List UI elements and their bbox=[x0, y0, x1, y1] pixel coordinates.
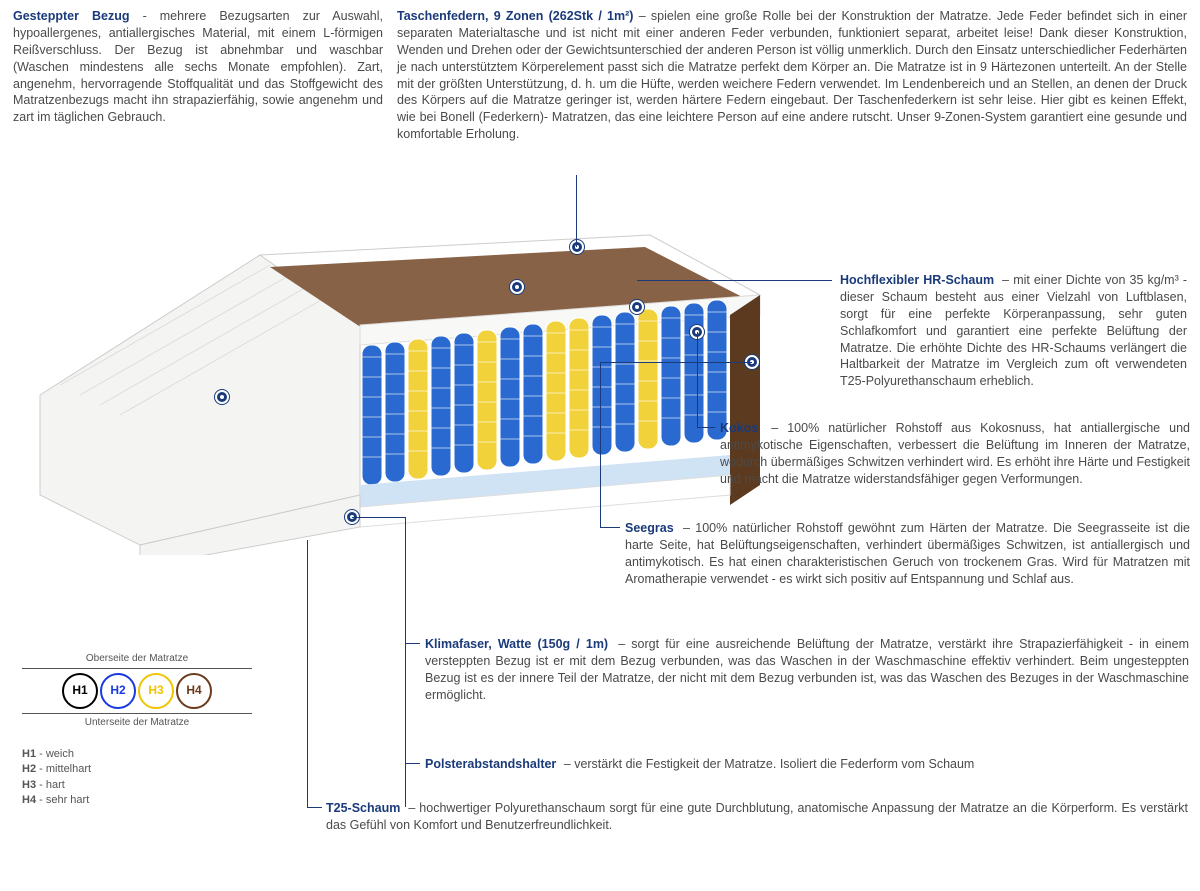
dot-hr bbox=[630, 300, 644, 314]
line-springs-up bbox=[576, 175, 577, 247]
line-hr bbox=[637, 280, 832, 281]
springs-text: – spielen eine große Rolle bei der Konst… bbox=[397, 9, 1187, 141]
legend-row: H3 - hart bbox=[22, 778, 252, 793]
hr-text: – mit einer Dichte von 35 kg/m³ - dieser… bbox=[840, 273, 1187, 388]
legend-row: H1 - weich bbox=[22, 747, 252, 762]
seegras-text: – 100% natürlicher Rohstoff gewöhnt zum … bbox=[625, 521, 1190, 586]
kokos-text: – 100% natürlicher Rohstoff aus Kokosnus… bbox=[720, 421, 1190, 486]
springs-title: Taschenfedern, 9 Zonen (262Stk / 1m²) bbox=[397, 9, 633, 23]
line-seegras-h2 bbox=[600, 527, 620, 528]
callout-polster: Polsterabstandshalter – verstärkt die Fe… bbox=[425, 756, 1189, 773]
line-seegras-h1 bbox=[600, 362, 752, 363]
seegras-title: Seegras bbox=[625, 521, 674, 535]
mattress-diagram bbox=[30, 195, 790, 555]
kokos-title: Kokos bbox=[720, 421, 758, 435]
callout-kokos: Kokos – 100% natürlicher Rohstoff aus Ko… bbox=[720, 420, 1190, 488]
hr-title: Hochflexibler HR-Schaum bbox=[840, 273, 994, 287]
line-kokos-v bbox=[697, 332, 698, 427]
dot-coconut-top bbox=[510, 280, 524, 294]
t25-text: – hochwertiger Polyurethanschaum sorgt f… bbox=[326, 801, 1188, 832]
legend-bottom-label: Unterseite der Matratze bbox=[22, 716, 252, 730]
legend-list: H1 - weich H2 - mittelhart H3 - hart H4 … bbox=[22, 747, 252, 809]
legend-top-label: Oberseite der Matratze bbox=[22, 652, 252, 666]
polster-title: Polsterabstandshalter bbox=[425, 757, 556, 771]
callout-hr-foam: Hochflexibler HR-Schaum – mit einer Dich… bbox=[840, 272, 1187, 390]
hardness-h2: H2 bbox=[100, 673, 136, 709]
line-klima-h bbox=[405, 643, 420, 644]
line-polster-h bbox=[405, 763, 420, 764]
callout-seegras: Seegras – 100% natürlicher Rohstoff gewö… bbox=[625, 520, 1190, 588]
dot-cover bbox=[215, 390, 229, 404]
callout-t25: T25-Schaum – hochwertiger Polyurethansch… bbox=[326, 800, 1188, 834]
line-kokos-h bbox=[697, 427, 715, 428]
springs-description: Taschenfedern, 9 Zonen (262Stk / 1m²) – … bbox=[397, 8, 1187, 143]
line-t25-h bbox=[307, 807, 322, 808]
polster-text: – verstärkt die Festigkeit der Matratze.… bbox=[560, 757, 974, 771]
klima-title: Klimafaser, Watte (150g / 1m) bbox=[425, 637, 608, 651]
hardness-legend: Oberseite der Matratze H1 H2 H3 H4 Unter… bbox=[22, 650, 252, 809]
legend-circles: H1 H2 H3 H4 bbox=[22, 668, 252, 714]
hardness-h3: H3 bbox=[138, 673, 174, 709]
dot-springs bbox=[570, 240, 584, 254]
callout-klimafaser: Klimafaser, Watte (150g / 1m) – sorgt fü… bbox=[425, 636, 1189, 704]
legend-row: H4 - sehr hart bbox=[22, 793, 252, 808]
line-lower-top bbox=[352, 517, 405, 518]
t25-title: T25-Schaum bbox=[326, 801, 400, 815]
cover-description: Gesteppter Bezug - mehrere Bezugsarten z… bbox=[13, 8, 383, 126]
cover-text: - mehrere Bezugsarten zur Auswahl, hypoa… bbox=[13, 9, 383, 124]
legend-row: H2 - mittelhart bbox=[22, 762, 252, 777]
line-t25-v bbox=[307, 540, 308, 807]
hardness-h4: H4 bbox=[176, 673, 212, 709]
line-seegras-v bbox=[600, 362, 601, 527]
hardness-h1: H1 bbox=[62, 673, 98, 709]
cover-title: Gesteppter Bezug bbox=[13, 9, 130, 23]
